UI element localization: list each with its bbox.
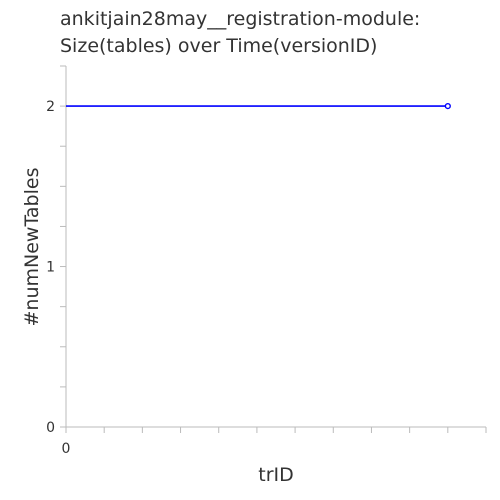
y-tick-label: 0 [46, 420, 55, 436]
y-tick-label: 1 [46, 260, 55, 276]
data-point [445, 104, 450, 109]
ticks [60, 66, 486, 433]
series [66, 104, 450, 109]
x-tick-label: 0 [62, 441, 71, 457]
y-tick-label: 2 [46, 99, 55, 115]
axes [66, 66, 486, 427]
y-axis-label: #numNewTables [21, 168, 43, 327]
tick-labels: 0 1 2 0 [46, 99, 70, 457]
x-axis-label: trID [258, 464, 294, 486]
